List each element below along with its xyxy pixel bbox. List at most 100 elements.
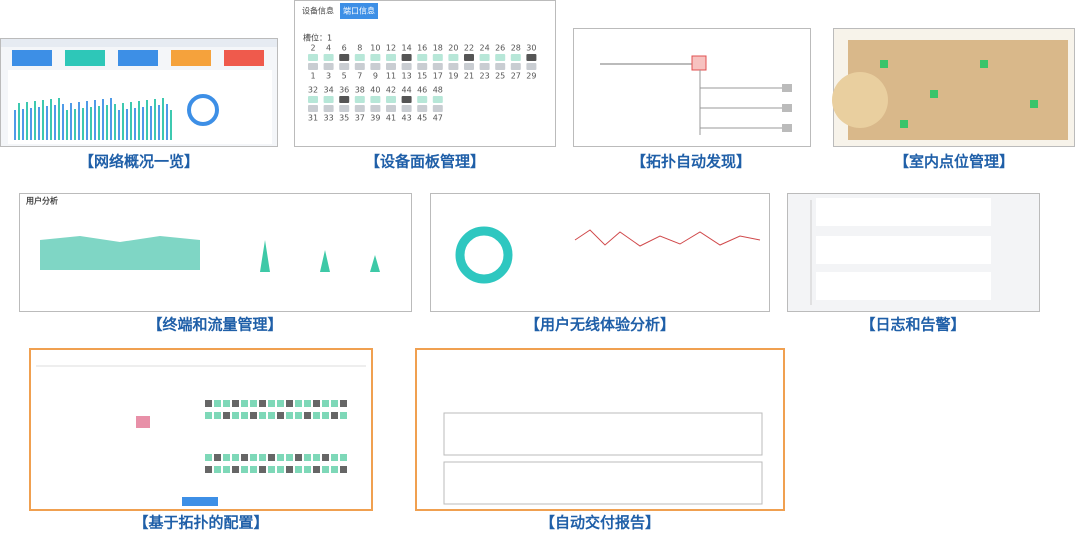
port <box>205 466 212 473</box>
caption: 【自动交付报告】 <box>540 514 660 532</box>
port-number: 45 <box>417 114 427 123</box>
port-icon <box>401 63 412 70</box>
port <box>223 466 230 473</box>
port-icon <box>510 63 521 70</box>
port-number: 31 <box>308 114 318 123</box>
port <box>223 412 230 419</box>
caption: 【网络概况一览】 <box>79 153 199 171</box>
area <box>40 236 200 270</box>
port-number: 39 <box>370 114 380 123</box>
port <box>331 412 338 419</box>
port <box>295 400 302 407</box>
port-number: 17 <box>433 72 443 81</box>
port-number: 4 <box>326 44 331 53</box>
port-number: 20 <box>448 44 458 53</box>
card <box>12 50 52 66</box>
port <box>295 454 302 461</box>
port-number: 16 <box>417 44 427 53</box>
port-icon <box>479 54 490 61</box>
port-icon <box>308 63 318 70</box>
deco-bar <box>34 101 36 140</box>
port-icon <box>354 96 365 103</box>
deco-bar <box>70 103 72 140</box>
port-number: 28 <box>511 44 521 53</box>
deco-bar <box>98 106 100 140</box>
port-icon <box>526 54 537 61</box>
port <box>232 412 239 419</box>
floor-point <box>900 120 908 128</box>
port-number: 10 <box>370 44 380 53</box>
port-icon <box>464 54 474 61</box>
line <box>574 229 761 247</box>
port-number: 41 <box>386 114 396 123</box>
panel-frame <box>294 0 556 147</box>
port <box>205 400 212 407</box>
port <box>268 412 275 419</box>
deco-bar <box>130 102 132 140</box>
port-number: 43 <box>402 114 412 123</box>
port-icon <box>417 63 428 70</box>
port <box>214 400 221 407</box>
port-number: 47 <box>433 114 443 123</box>
deco-bar <box>54 105 56 140</box>
card <box>65 50 105 66</box>
card <box>224 50 264 66</box>
port <box>286 400 293 407</box>
port <box>340 454 347 461</box>
port-number: 2 <box>310 44 315 53</box>
deco-bar <box>74 109 76 140</box>
floor-point <box>1030 100 1038 108</box>
port-number: 12 <box>386 44 396 53</box>
port <box>304 466 311 473</box>
tab: 设备信息 <box>302 6 334 16</box>
device <box>782 104 792 112</box>
caption: 【拓扑自动发现】 <box>631 153 751 171</box>
deco-bar <box>146 100 148 140</box>
tab: 端口信息 <box>343 6 375 16</box>
caption: 【日志和告警】 <box>860 316 965 334</box>
port-number: 1 <box>310 72 315 81</box>
slot-label: 槽位：1 <box>303 33 332 43</box>
caption: 【终端和流量管理】 <box>147 316 282 334</box>
device <box>136 416 150 428</box>
port <box>205 412 212 419</box>
port <box>322 454 329 461</box>
port <box>295 412 302 419</box>
port-icon <box>401 54 412 61</box>
port <box>250 400 257 407</box>
port-icon <box>401 105 412 112</box>
port-icon <box>432 63 443 70</box>
port <box>340 400 347 407</box>
deco-bar <box>126 109 128 140</box>
port <box>205 454 212 461</box>
port <box>313 454 320 461</box>
port <box>277 400 284 407</box>
port <box>331 400 338 407</box>
port-icon <box>354 54 365 61</box>
port-icon <box>370 96 381 103</box>
port-number: 37 <box>355 114 365 123</box>
floor-point <box>980 60 988 68</box>
port-number: 3 <box>326 72 331 81</box>
port-icon <box>386 96 396 103</box>
deco-bar <box>158 105 160 140</box>
log-card <box>816 272 991 300</box>
device <box>782 124 792 132</box>
port <box>259 466 266 473</box>
caption: 【室内点位管理】 <box>894 153 1014 171</box>
port-icon <box>354 63 365 70</box>
port <box>268 400 275 407</box>
port <box>322 466 329 473</box>
deco-bar <box>66 110 68 140</box>
port-icon <box>339 63 350 70</box>
port-number: 36 <box>339 86 349 95</box>
port <box>259 412 266 419</box>
port-icon <box>386 54 396 61</box>
deco-bar <box>114 104 116 140</box>
port-icon <box>339 105 350 112</box>
port-icon <box>386 63 396 70</box>
port <box>313 412 320 419</box>
port-icon <box>495 63 506 70</box>
